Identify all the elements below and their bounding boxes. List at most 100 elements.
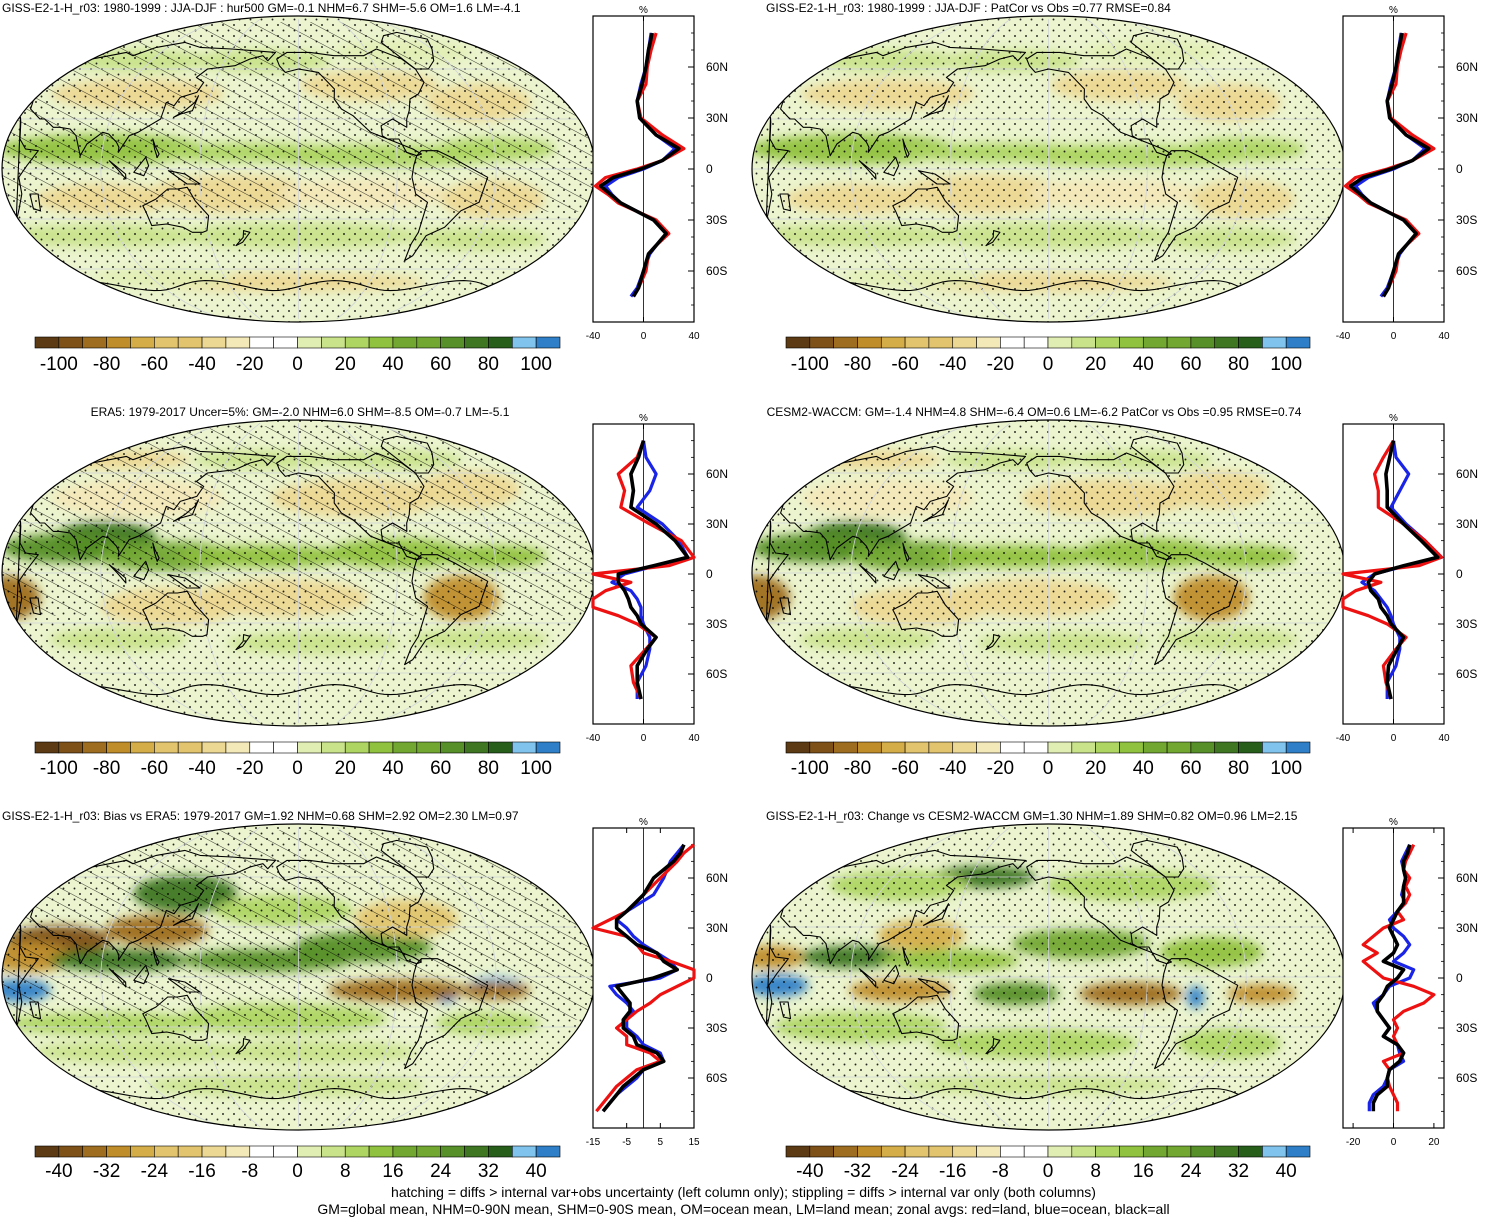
profile-lat-label: 30N <box>706 517 728 531</box>
profile-x-label: 40 <box>688 733 700 744</box>
map-p3 <box>1 419 596 727</box>
coastline <box>985 1038 1001 1055</box>
map-field <box>752 16 1345 322</box>
colorbar-tick-label: 60 <box>1180 758 1201 779</box>
coastline <box>172 499 200 522</box>
colorbar-swatch <box>344 741 370 754</box>
profile-lat-label: 0 <box>1456 567 1463 581</box>
colorbar-tick-label: 40 <box>526 1161 547 1182</box>
graticule <box>752 422 1345 724</box>
colorbar-swatch <box>904 1145 930 1158</box>
profile-lat-label: 30N <box>1456 921 1478 935</box>
colorbar-swatch <box>297 1145 322 1158</box>
colorbar-swatch <box>416 741 441 754</box>
colorbar-swatch <box>1166 1145 1192 1158</box>
coastline <box>883 964 900 985</box>
colorbar-tick-label: 80 <box>478 758 499 779</box>
panel-title: GISS-E2-1-H_r03: 1980-1999 : JJA-DJF : h… <box>2 1 521 15</box>
map-p6 <box>751 823 1346 1131</box>
coastline <box>883 560 900 581</box>
coastline <box>779 597 792 616</box>
profile-lat-label: 60N <box>706 871 728 885</box>
colorbar-swatch <box>809 741 834 754</box>
coastline <box>780 849 1027 965</box>
colorbar-swatch <box>297 741 322 754</box>
map-field <box>752 420 1345 726</box>
colorbar-tick-label: 8 <box>1090 1161 1101 1182</box>
colorbar-tick-label: 16 <box>382 1161 403 1182</box>
colorbar-swatch <box>249 1145 274 1158</box>
colorbar-tick-label: -20 <box>236 758 263 779</box>
coastlines <box>765 839 1248 1100</box>
colorbar-swatch <box>1071 741 1096 754</box>
colorbar-swatch <box>1071 336 1096 349</box>
colorbar-tick-label: -60 <box>141 354 168 375</box>
coastlines <box>15 31 498 292</box>
coastline <box>780 445 1027 561</box>
colorbar-swatch <box>928 741 954 754</box>
colorbar-swatch <box>880 336 906 349</box>
colorbar-tick-label: 20 <box>1085 354 1106 375</box>
coastline <box>765 520 789 624</box>
coastline <box>380 31 435 70</box>
coastline <box>1026 452 1175 561</box>
coastline <box>152 542 160 562</box>
coastline <box>167 574 201 589</box>
profile-line-all <box>1348 32 1431 298</box>
colorbar-tick-label: -40 <box>188 758 215 779</box>
colorbar-swatch <box>416 336 441 349</box>
profile-lat-label: 60S <box>706 264 727 278</box>
colorbar-tick-label: -80 <box>93 758 120 779</box>
coastline <box>1154 958 1239 1070</box>
colorbar-swatch <box>392 336 418 349</box>
map-p1 <box>1 15 596 323</box>
colorbar-swatch <box>1095 1145 1120 1158</box>
colorbar-swatch <box>904 336 930 349</box>
colorbar-swatch <box>833 336 858 349</box>
coastline <box>133 560 150 581</box>
colorbar-swatch <box>857 741 882 754</box>
coastline <box>15 116 39 220</box>
colorbar-tick-label: 24 <box>430 1161 452 1182</box>
colorbar-swatch <box>368 741 394 754</box>
profile-lat-label: 30S <box>1456 1021 1477 1035</box>
coastline <box>142 590 210 637</box>
map-field <box>2 824 595 1130</box>
profile-lat-label: 60N <box>1456 60 1478 74</box>
colorbar-tick-label: 8 <box>340 1161 351 1182</box>
colorbar-swatch <box>1000 741 1025 754</box>
colorbar-tick-label: -40 <box>939 758 966 779</box>
coastline <box>1026 48 1175 157</box>
footer-note-hatching: hatching = diffs > internal var+obs unce… <box>391 1184 1096 1200</box>
coastline <box>779 1001 792 1020</box>
colorbar-tick-label: 40 <box>1133 354 1154 375</box>
profile-lat-label: 30N <box>706 111 728 125</box>
colorbar-swatch <box>273 1145 298 1158</box>
colorbar-swatch <box>952 1145 977 1158</box>
colorbar-tick-label: 100 <box>520 758 552 779</box>
colorbar-tick-label: 60 <box>430 354 451 375</box>
coastline <box>902 542 910 562</box>
profile-p2: % 60N 30N 0 30S 60S -40 0 40 <box>1336 5 1478 342</box>
colorbar-tick-label: -24 <box>141 1161 169 1182</box>
coastline <box>133 156 150 177</box>
colorbar-swatch <box>82 741 107 754</box>
colorbar-swatch <box>833 741 858 754</box>
colorbar-tick-label: -8 <box>241 1161 258 1182</box>
coastline <box>922 903 950 926</box>
colorbar-swatch <box>535 336 561 349</box>
colorbar-swatch <box>1190 1145 1216 1158</box>
colorbar-swatch <box>154 1145 179 1158</box>
coastline <box>917 978 951 993</box>
coastline <box>985 634 1001 651</box>
colorbar-swatch <box>1000 336 1025 349</box>
colorbar-swatch <box>1047 1145 1073 1158</box>
colorbar-swatch <box>416 1145 441 1158</box>
profile-lat-label: 0 <box>1456 162 1463 176</box>
colorbar-tick-label: 20 <box>335 354 356 375</box>
colorbar-swatch <box>368 336 394 349</box>
colorbar-swatch <box>273 336 298 349</box>
profile-p1: % 60N 30N 0 30S 60S -40 0 40 <box>586 5 728 342</box>
colorbar-swatch <box>809 1145 834 1158</box>
